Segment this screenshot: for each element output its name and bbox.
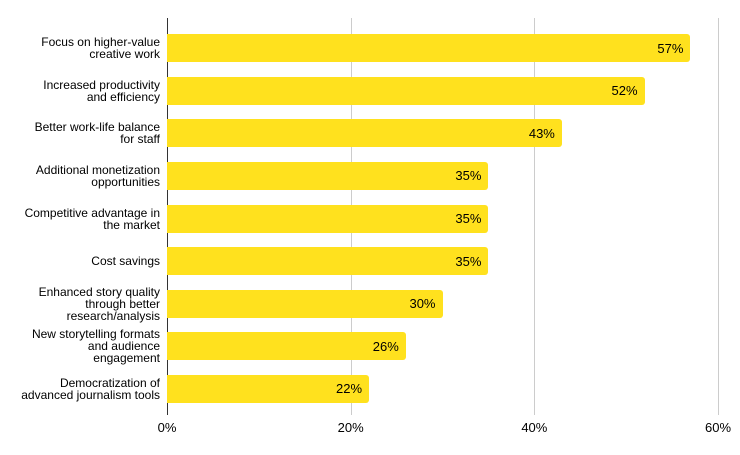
bar-row: 43% [167, 112, 718, 155]
bar-row: 35% [167, 240, 718, 283]
bar: 52% [167, 76, 645, 105]
category-label: New storytelling formats and audience en… [31, 327, 160, 366]
bar-value-label: 26% [372, 338, 399, 354]
category-label: Additional monetization opportunities [35, 162, 160, 189]
bar: 30% [167, 289, 443, 318]
tick-mark [350, 408, 352, 415]
tick-mark [718, 408, 719, 415]
bar: 57% [167, 34, 691, 63]
category-labels: Focus on higher-value creative work Incre… [0, 27, 160, 410]
bar: 22% [167, 374, 370, 403]
gridline [534, 18, 536, 408]
bar-row: 35% [167, 155, 718, 198]
category-label: Competitive advantage in the market [24, 205, 160, 232]
bar-row: 26% [167, 325, 718, 368]
bar: 35% [167, 247, 489, 276]
bar-row: 52% [167, 70, 718, 113]
gridline [718, 18, 719, 408]
bar-row: 35% [167, 197, 718, 240]
bar: 43% [167, 119, 562, 148]
bar: 35% [167, 161, 489, 190]
bar-value-label: 57% [657, 40, 684, 56]
x-tick-label: 20% [337, 420, 364, 435]
plot-area: 57% 52% 43% 35% 35% 35% 30% 26% 22% [167, 0, 719, 455]
bar-rows: 57% 52% 43% 35% 35% 35% 30% 26% 22% [167, 27, 718, 410]
bar-row: 22% [167, 368, 718, 411]
category-label: Increased productivity and efficiency [43, 77, 160, 104]
x-tick-label: 40% [521, 420, 548, 435]
tick-mark [167, 408, 168, 415]
bar-value-label: 35% [455, 253, 482, 269]
tick-mark [534, 408, 536, 415]
x-tick-label: 0% [157, 420, 177, 435]
bar-value-label: 43% [528, 125, 555, 141]
category-label: Better work-life balance for staff [34, 120, 160, 147]
bar-value-label: 35% [455, 168, 482, 184]
bar-row: 57% [167, 27, 718, 70]
bar-value-label: 52% [611, 83, 638, 99]
category-label: Focus on higher-value creative work [41, 35, 160, 62]
category-label: Cost savings [91, 254, 160, 269]
category-label: Democratization of advanced journalism t… [21, 375, 160, 402]
bar-value-label: 35% [455, 211, 482, 227]
bar-value-label: 22% [336, 381, 363, 397]
x-axis: 0% 20% 40% 60% [158, 408, 731, 450]
bar-value-label: 30% [409, 296, 436, 312]
bar: 26% [167, 332, 406, 361]
bar-row: 30% [167, 282, 718, 325]
category-label: Enhanced story quality through better re… [38, 284, 160, 323]
bar: 35% [167, 204, 489, 233]
x-tick-label: 60% [704, 420, 732, 435]
